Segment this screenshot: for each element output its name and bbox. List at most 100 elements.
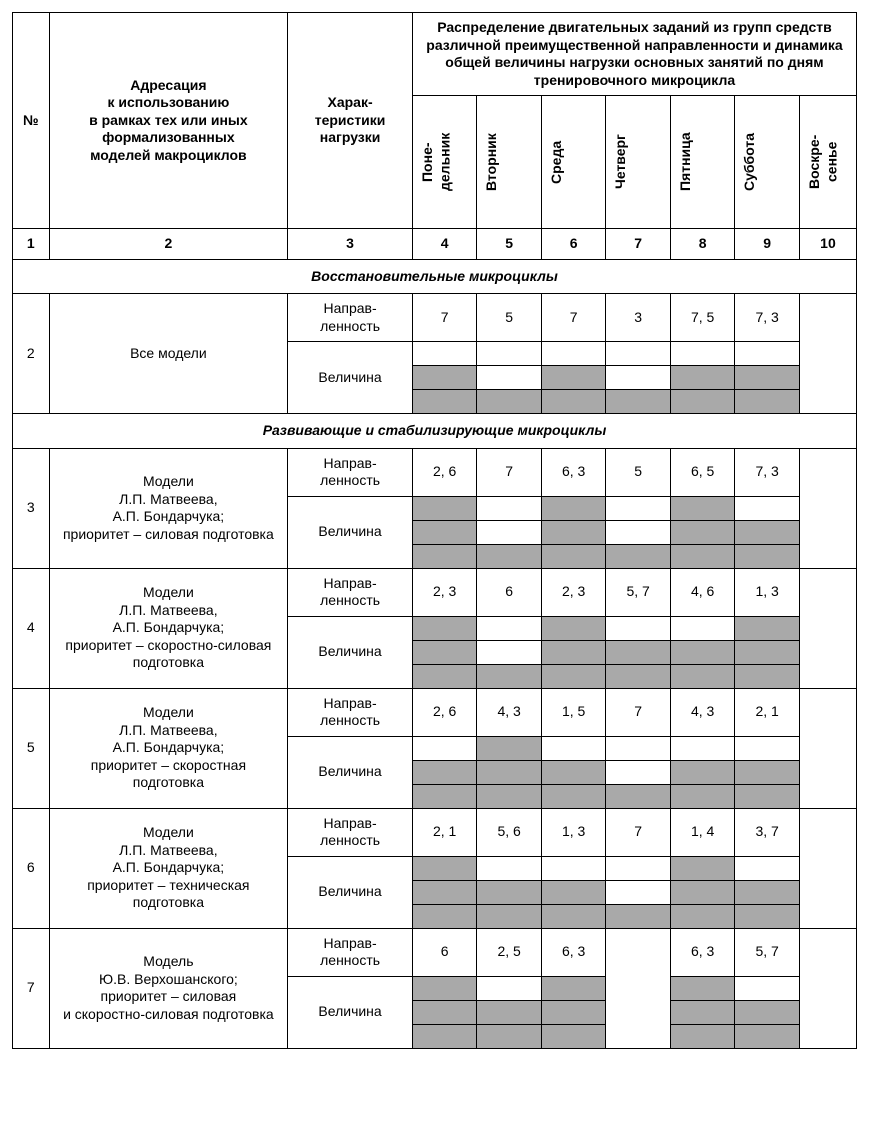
r7m1-wed — [541, 976, 606, 1000]
r4m1-thu — [606, 616, 671, 640]
r2m3-mon — [412, 390, 477, 414]
r5m2-thu — [606, 760, 671, 784]
r6-dir-wed: 1, 3 — [541, 808, 606, 856]
col-2: 2 — [49, 229, 288, 260]
r2m2-thu — [606, 366, 671, 390]
row-6-direction-label: Направ-ленность — [288, 808, 413, 856]
r7-sun — [799, 928, 856, 1048]
r4m1-tue — [477, 616, 542, 640]
r5-dir-mon: 2, 6 — [412, 688, 477, 736]
r2m1-tue — [477, 342, 542, 366]
r3-dir-tue: 7 — [477, 448, 542, 496]
row-5-direction: 5 МоделиЛ.П. Матвеева,А.П. Бондарчука;пр… — [13, 688, 857, 736]
hdr-sun: Воскре-сенье — [799, 96, 856, 229]
r3m1-mon — [412, 496, 477, 520]
col-3: 3 — [288, 229, 413, 260]
row-5-value-label: Величина — [288, 736, 413, 808]
r2-dir-fri: 7, 5 — [670, 294, 735, 342]
r7m3-wed — [541, 1024, 606, 1048]
r7m2-wed — [541, 1000, 606, 1024]
r6m3-mon — [412, 904, 477, 928]
r5m3-wed — [541, 784, 606, 808]
r3m2-tue — [477, 520, 542, 544]
row-6-addr: МоделиЛ.П. Матвеева,А.П. Бондарчука;прио… — [49, 808, 288, 928]
r6m2-thu — [606, 880, 671, 904]
r6m1-mon — [412, 856, 477, 880]
r5m2-sat — [735, 760, 800, 784]
r7m3-mon — [412, 1024, 477, 1048]
r3m3-tue — [477, 544, 542, 568]
r3-dir-thu: 5 — [606, 448, 671, 496]
r4-sun — [799, 568, 856, 688]
r4m2-mon — [412, 640, 477, 664]
r6m3-tue — [477, 904, 542, 928]
r3m1-sat — [735, 496, 800, 520]
r2m1-sat — [735, 342, 800, 366]
r5-dir-wed: 1, 5 — [541, 688, 606, 736]
r2-sun — [799, 294, 856, 414]
r4-dir-fri: 4, 6 — [670, 568, 735, 616]
r4m2-thu — [606, 640, 671, 664]
r7m3-tue — [477, 1024, 542, 1048]
r5m1-tue — [477, 736, 542, 760]
col-6: 6 — [541, 229, 606, 260]
r4m1-mon — [412, 616, 477, 640]
r7m2-tue — [477, 1000, 542, 1024]
r3m1-thu — [606, 496, 671, 520]
header-row-1: № Адресацияк использованиюв рамках тех и… — [13, 13, 857, 96]
r4-dir-tue: 6 — [477, 568, 542, 616]
r3-dir-mon: 2, 6 — [412, 448, 477, 496]
r5m1-wed — [541, 736, 606, 760]
r5-dir-fri: 4, 3 — [670, 688, 735, 736]
r6-dir-thu: 7 — [606, 808, 671, 856]
r3m2-sat — [735, 520, 800, 544]
r4m2-fri — [670, 640, 735, 664]
column-index-row: 1 2 3 4 5 6 7 8 9 10 — [13, 229, 857, 260]
row-7-addr: МодельЮ.В. Верхошанского;приоритет – сил… — [49, 928, 288, 1048]
col-8: 8 — [670, 229, 735, 260]
r5m2-tue — [477, 760, 542, 784]
row-3-num: 3 — [13, 448, 50, 568]
r6m2-sat — [735, 880, 800, 904]
r2m1-fri — [670, 342, 735, 366]
r2m3-sat — [735, 390, 800, 414]
r6m1-tue — [477, 856, 542, 880]
r3m3-sat — [735, 544, 800, 568]
r3m1-wed — [541, 496, 606, 520]
microcycle-table: № Адресацияк использованиюв рамках тех и… — [12, 12, 857, 1049]
row-6-direction: 6 МоделиЛ.П. Матвеева,А.П. Бондарчука;пр… — [13, 808, 857, 856]
hdr-addressing: Адресацияк использованиюв рамках тех или… — [49, 13, 288, 229]
r2m1-wed — [541, 342, 606, 366]
r3-dir-wed: 6, 3 — [541, 448, 606, 496]
r6-sun — [799, 808, 856, 928]
r3m2-thu — [606, 520, 671, 544]
r7m2-mon — [412, 1000, 477, 1024]
r6m2-wed — [541, 880, 606, 904]
r4m3-sat — [735, 664, 800, 688]
col-4: 4 — [412, 229, 477, 260]
r4m2-sat — [735, 640, 800, 664]
r3m3-wed — [541, 544, 606, 568]
r6m3-sat — [735, 904, 800, 928]
r6m3-thu — [606, 904, 671, 928]
r2-dir-wed: 7 — [541, 294, 606, 342]
r2m2-mon — [412, 366, 477, 390]
col-9: 9 — [735, 229, 800, 260]
r5m3-tue — [477, 784, 542, 808]
r4-dir-sat: 1, 3 — [735, 568, 800, 616]
r4m2-tue — [477, 640, 542, 664]
r5m3-fri — [670, 784, 735, 808]
r5-dir-sat: 2, 1 — [735, 688, 800, 736]
r2-dir-tue: 5 — [477, 294, 542, 342]
hdr-wed: Среда — [541, 96, 606, 229]
row-7-value-label: Величина — [288, 976, 413, 1048]
r4m3-thu — [606, 664, 671, 688]
r4-dir-mon: 2, 3 — [412, 568, 477, 616]
r3m3-fri — [670, 544, 735, 568]
row-2-value-label: Величина — [288, 342, 413, 414]
r4-dir-thu: 5, 7 — [606, 568, 671, 616]
row-5-num: 5 — [13, 688, 50, 808]
row-3-direction: 3 МоделиЛ.П. Матвеева,А.П. Бондарчука;пр… — [13, 448, 857, 496]
r2-dir-sat: 7, 3 — [735, 294, 800, 342]
r5m3-thu — [606, 784, 671, 808]
